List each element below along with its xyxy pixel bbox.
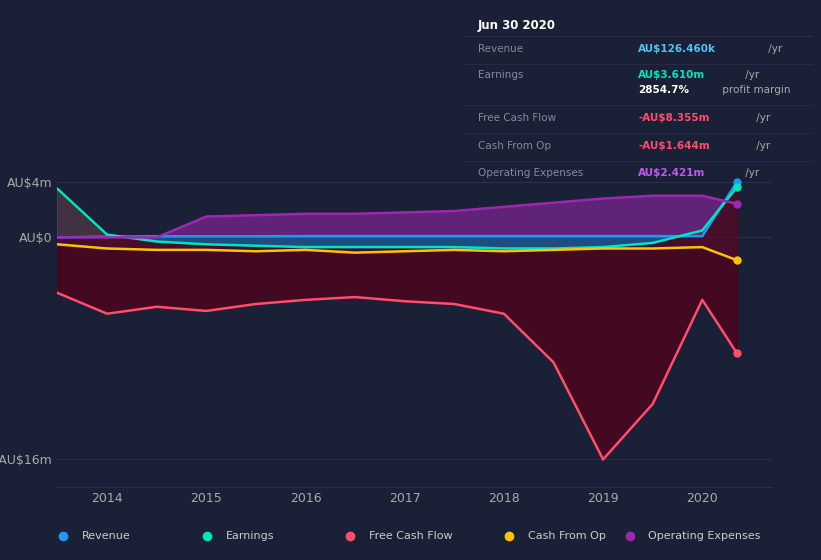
Text: -AU$1.644m: -AU$1.644m: [639, 141, 710, 151]
Text: Earnings: Earnings: [478, 70, 523, 80]
Text: /yr: /yr: [742, 167, 759, 178]
Text: Operating Expenses: Operating Expenses: [478, 167, 583, 178]
Text: Earnings: Earnings: [226, 531, 274, 541]
Text: Free Cash Flow: Free Cash Flow: [369, 531, 452, 541]
Text: /yr: /yr: [754, 141, 771, 151]
Text: AU$3.610m: AU$3.610m: [639, 70, 705, 80]
Text: Free Cash Flow: Free Cash Flow: [478, 113, 556, 123]
Text: 2854.7%: 2854.7%: [639, 85, 690, 95]
Text: profit margin: profit margin: [719, 85, 791, 95]
Text: AU$126.460k: AU$126.460k: [639, 44, 717, 54]
Text: Revenue: Revenue: [478, 44, 523, 54]
Text: /yr: /yr: [754, 113, 771, 123]
Text: /yr: /yr: [742, 70, 759, 80]
Text: Jun 30 2020: Jun 30 2020: [478, 18, 556, 32]
Text: Revenue: Revenue: [82, 531, 131, 541]
Text: -AU$8.355m: -AU$8.355m: [639, 113, 710, 123]
Text: /yr: /yr: [765, 44, 782, 54]
Text: Cash From Op: Cash From Op: [478, 141, 551, 151]
Text: Operating Expenses: Operating Expenses: [649, 531, 761, 541]
Text: AU$2.421m: AU$2.421m: [639, 167, 706, 178]
Text: Cash From Op: Cash From Op: [528, 531, 605, 541]
